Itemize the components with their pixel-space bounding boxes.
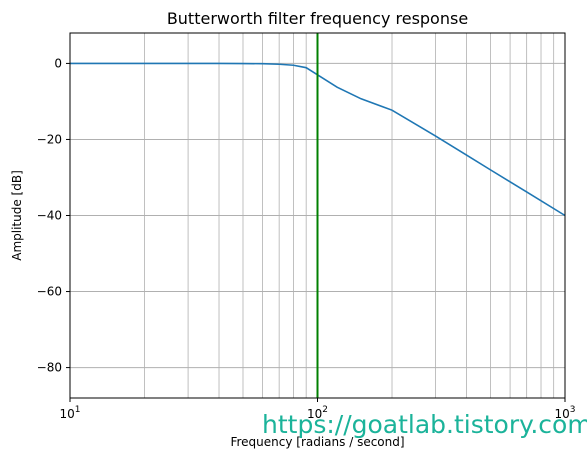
x-axis-label: Frequency [radians / second] (230, 435, 404, 449)
x-tick-label: 103 (554, 405, 575, 421)
y-axis-label: Amplitude [dB] (10, 170, 24, 261)
x-tick-label: 101 (59, 405, 80, 421)
watermark-text: https://goatlab.tistory.com (262, 410, 587, 439)
y-tick-label: −80 (37, 361, 62, 375)
y-tick-label: −20 (37, 132, 62, 146)
axis-ticks: 0 −20 −40 −60 −80 101 102 103 (37, 56, 576, 421)
y-tick-label: −40 (37, 209, 62, 223)
x-tick-label: 102 (307, 405, 328, 421)
y-tick-label: −60 (37, 285, 62, 299)
plot-area (70, 33, 566, 398)
chart-title: Butterworth filter frequency response (167, 9, 468, 28)
response-line (70, 62, 566, 217)
y-tick-label: 0 (54, 56, 62, 70)
grid (69, 33, 566, 398)
